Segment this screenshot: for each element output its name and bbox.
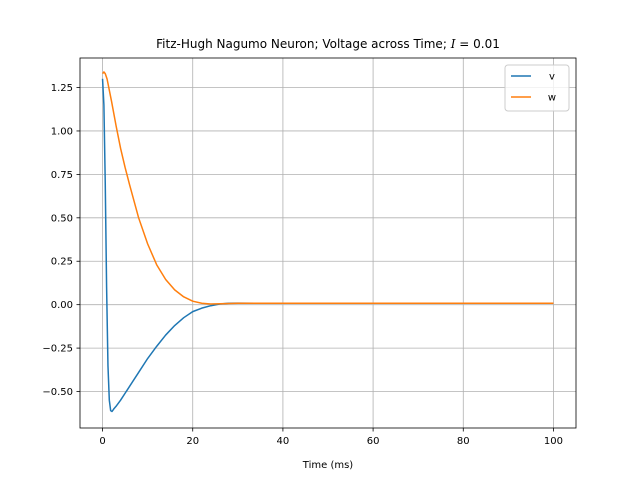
y-axis-ticks: −0.50 −0.25 0.00 0.25 0.50 0.75 1.00 1.25 — [42, 83, 80, 398]
legend-entries: vw — [511, 72, 556, 104]
y-tick-label: 1.25 — [51, 83, 73, 94]
y-tick-label: 0.25 — [51, 257, 73, 268]
chart-title: Fitz-Hugh Nagumo Neuron; Voltage across … — [156, 37, 500, 51]
axes-frame — [79, 57, 577, 429]
x-tick-label: 100 — [544, 436, 563, 447]
x-tick-label: 0 — [99, 436, 105, 447]
y-tick-label: 1.00 — [51, 126, 73, 137]
legend-box — [504, 64, 570, 112]
chart-title-math-rest: = 0.01 — [455, 37, 499, 51]
y-tick-label: −0.50 — [42, 387, 73, 398]
y-tick-label: 0.50 — [51, 213, 73, 224]
x-tick-label: 80 — [457, 436, 470, 447]
series-lines — [101, 71, 554, 413]
x-tick-label: 20 — [186, 436, 199, 447]
y-tick-label: −0.25 — [42, 344, 73, 355]
y-tick-label: 0.75 — [51, 170, 73, 181]
chart-title-math-var: I — [450, 37, 456, 51]
legend: vw — [504, 64, 570, 112]
x-axis-label: Time (ms) — [302, 460, 354, 471]
x-tick-label: 60 — [367, 436, 380, 447]
y-tick-label: 0.00 — [51, 300, 73, 311]
legend-label-w: w — [548, 93, 556, 104]
chart-title-text: Fitz-Hugh Nagumo Neuron; Voltage across … — [156, 37, 451, 51]
legend-label-v: v — [549, 72, 555, 83]
grid-lines — [80, 58, 576, 428]
series-line-w — [101, 71, 554, 305]
x-axis-ticks: 0 20 40 60 80 100 — [99, 428, 563, 447]
x-tick-label: 40 — [277, 436, 290, 447]
